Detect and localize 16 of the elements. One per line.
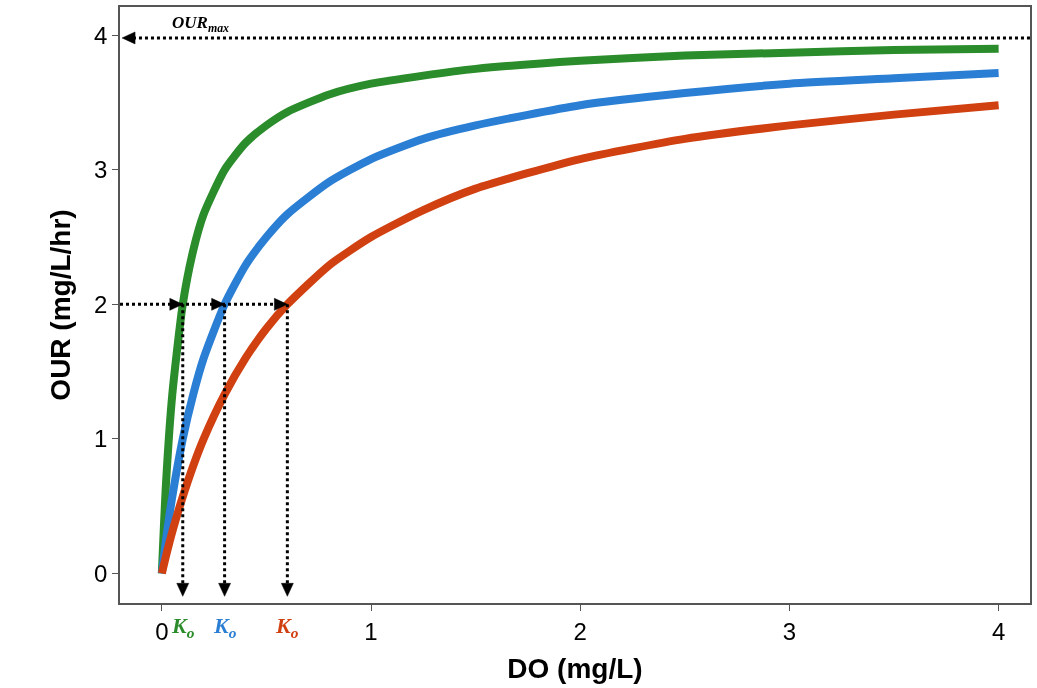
y-tick-label: 3 xyxy=(94,156,108,184)
y-tick-label: 2 xyxy=(94,290,108,318)
y-tick-label: 0 xyxy=(94,559,108,587)
y-tick-label: 4 xyxy=(94,21,108,49)
ref-line-label: K$_{o}$ xyxy=(213,613,237,641)
y-axis-title: OUR (mg/L/hr) xyxy=(45,209,77,401)
x-tick-label: 1 xyxy=(364,617,378,645)
ref-line-label: OUR$_{max}$ xyxy=(172,13,230,35)
y-tick-label: 1 xyxy=(94,425,108,453)
x-tick-label: 4 xyxy=(991,617,1006,645)
x-axis-title: DO (mg/L) xyxy=(507,653,643,685)
x-tick-label: 3 xyxy=(782,617,797,645)
x-tick-label: 2 xyxy=(573,617,587,645)
ref-line-label: K$_{o}$ xyxy=(275,613,299,641)
ref-line-label: K$_{o}$ xyxy=(171,613,195,641)
x-tick-label: 0 xyxy=(155,617,169,645)
